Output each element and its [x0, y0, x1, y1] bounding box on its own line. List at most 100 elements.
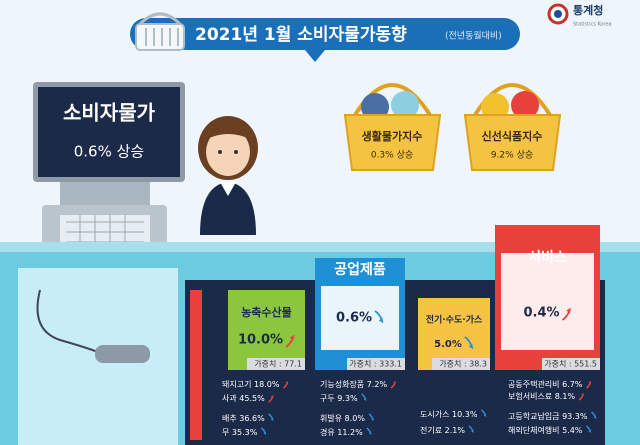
screen — [38, 87, 180, 177]
item-name: 경유 — [320, 427, 335, 437]
trend-arrow-head — [588, 381, 592, 385]
category-weight: 가중치 : 38.3 — [439, 360, 487, 369]
trend-arrow-head — [285, 381, 289, 385]
category-inner — [321, 286, 399, 350]
item: 휘발유 8.0% — [320, 413, 365, 423]
item-rate: 2.1% — [445, 426, 466, 435]
basket-label: 생활물가지수 — [362, 129, 423, 143]
summary-label: 소비자물가 — [63, 101, 156, 125]
item: 보험서비스료 8.1% — [508, 392, 575, 401]
trend-arrow-head — [468, 343, 474, 350]
item-rate: 10.3% — [452, 410, 478, 419]
category-name: 전기·수도·가스 — [426, 314, 483, 326]
banner-tail — [305, 50, 325, 62]
item: 기능성화장품 7.2% — [320, 379, 387, 389]
item-name: 사과 — [222, 394, 237, 403]
item-name: 구두 — [320, 394, 335, 403]
category-weight: 가중치 : 551.5 — [544, 360, 597, 369]
logo-text: 통계청 — [573, 3, 603, 17]
trend-arrow-head — [581, 393, 584, 397]
header-subtitle: (전년동월대비) — [445, 30, 502, 42]
weight-box — [347, 358, 405, 370]
trend-arrow-head — [566, 307, 571, 314]
basket-goods — [391, 91, 419, 119]
scanner — [95, 345, 150, 363]
item-rate: 45.5% — [239, 394, 265, 403]
basket — [463, 114, 562, 171]
trend-arrow-head — [593, 415, 597, 419]
category: 서비스 0.4% 가중치 : 551.5 공동주택관리비 6.7% 보험서비스료 8.1… — [495, 225, 600, 435]
category-name: 공업제품 — [334, 262, 386, 278]
item: 전기료 2.1% — [420, 425, 465, 435]
item-rate: 36.6% — [239, 414, 265, 423]
cashier — [198, 116, 258, 235]
category-rate: 0.4% — [523, 306, 559, 321]
trend-arrow-head — [371, 417, 374, 421]
item: 도시가스 10.3% — [420, 410, 478, 419]
logo-mark-inner — [554, 10, 562, 18]
header-title: 2021년 1월 소비자물가동향 — [195, 24, 407, 45]
item-rate: 6.7% — [562, 380, 583, 389]
item: 구두 9.3% — [320, 394, 358, 403]
item-rate: 35.3% — [232, 428, 258, 437]
trend-arrow-head — [270, 417, 274, 421]
item: 경유 11.2% — [320, 427, 363, 437]
counter-top — [0, 242, 640, 252]
item-name: 공동주택관리비 — [508, 379, 560, 389]
item: 고등학교납입금 93.3% — [508, 411, 588, 421]
panel-accent — [190, 290, 202, 440]
item-name: 해외단체여행비 — [508, 425, 560, 435]
summary-value: 0.6% 상승 — [74, 143, 144, 161]
trend-arrow-head — [363, 397, 367, 401]
item: 사과 45.5% — [222, 394, 265, 403]
trend-arrow-head — [483, 413, 487, 417]
item-name: 무 — [222, 428, 229, 437]
category: 전기·수도·가스 5.0% 가중치 : 38.3 도시가스 10.3% 전기료 2.1% — [418, 298, 490, 435]
item-name: 전기료 — [420, 425, 442, 435]
item-name: 휘발유 — [320, 413, 342, 423]
trend-arrow-head — [270, 395, 274, 399]
item-rate: 18.0% — [254, 380, 280, 389]
header-banner — [130, 18, 520, 50]
category: 농축수산물 10.0% 가중치 : 77.1 돼지고기 18.0% 사과 45.5% 배추… — [222, 290, 305, 437]
basket-goods — [511, 91, 539, 119]
weight-box — [247, 358, 305, 370]
item: 배추 36.6% — [222, 414, 265, 423]
trend-arrow-head — [368, 431, 372, 435]
item: 무 35.3% — [222, 428, 258, 437]
item-name: 보험서비스료 — [508, 392, 552, 401]
item-name: 도시가스 — [420, 410, 449, 419]
category: 공업제품 0.6% 가중치 : 333.1 기능성화장품 7.2% 구두 9.3% 휘발유… — [315, 258, 405, 437]
item-rate: 9.3% — [337, 394, 358, 403]
category-inner — [501, 253, 594, 350]
trend-arrow-head — [393, 381, 396, 385]
trend-arrow-head — [588, 429, 592, 433]
item: 공동주택관리비 6.7% — [508, 379, 583, 389]
category-rate: 0.6% — [336, 311, 372, 326]
item-name: 돼지고기 — [222, 380, 251, 389]
basket-value: 0.3% 상승 — [371, 150, 413, 161]
item-rate: 7.2% — [367, 380, 388, 389]
category-name: 농축수산물 — [241, 305, 292, 319]
logo-subtext: Statistics Korea — [573, 22, 612, 28]
category-weight: 가중치 : 333.1 — [349, 360, 402, 369]
trend-arrow-head — [263, 431, 267, 435]
basket-icon — [135, 12, 185, 51]
item-rate: 5.4% — [562, 426, 583, 435]
basket-value: 9.2% 상승 — [491, 150, 533, 161]
screen-stand — [60, 178, 150, 208]
trend-arrow-head — [289, 334, 295, 341]
item: 해외단체여행비 5.4% — [508, 425, 583, 435]
item-name: 기능성화장품 — [320, 379, 364, 389]
weight-box — [542, 358, 600, 370]
item-rate: 8.0% — [345, 414, 366, 423]
basket-label: 신선식품지수 — [482, 129, 543, 143]
trend-arrow-head — [471, 429, 474, 433]
category-name: 서비스 — [528, 250, 567, 266]
item-rate: 11.2% — [337, 428, 363, 437]
category-box — [228, 290, 305, 370]
category-weight: 가중치 : 77.1 — [254, 360, 302, 369]
trend-arrow-head — [378, 317, 384, 324]
item-name: 고등학교납입금 — [508, 411, 560, 421]
item-rate: 8.1% — [555, 392, 576, 401]
